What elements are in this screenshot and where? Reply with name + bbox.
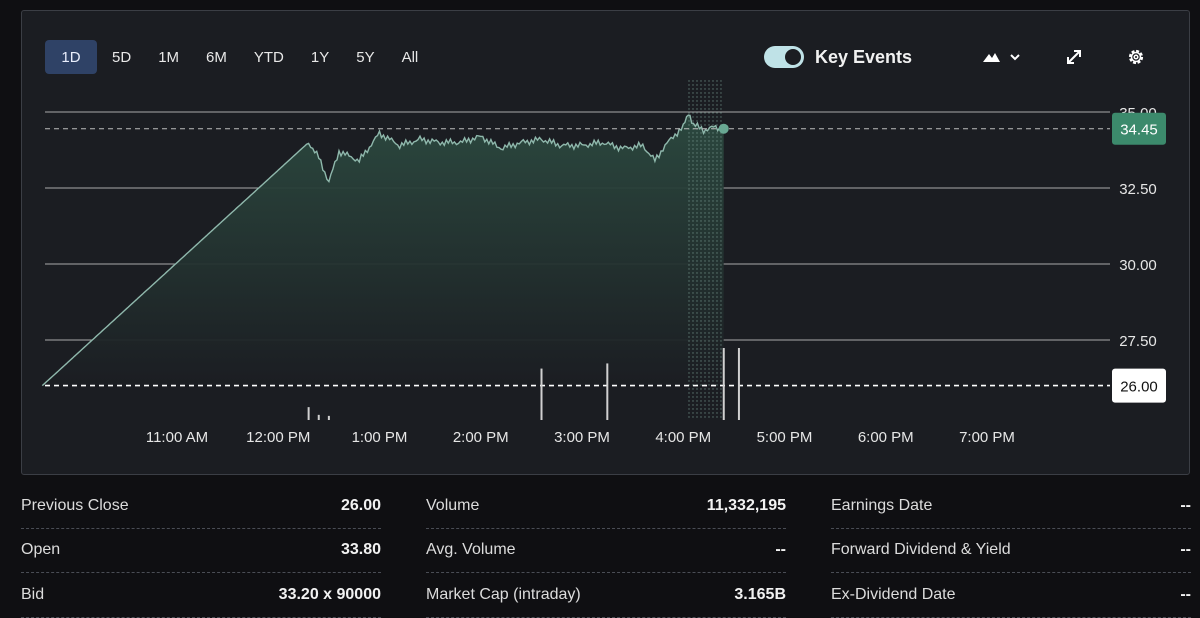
key-events-toggle[interactable]	[764, 46, 804, 68]
stat-row: Avg. Volume --	[426, 529, 786, 573]
stat-row: Market Cap (intraday) 3.165B	[426, 573, 786, 618]
current-price-badge	[1112, 112, 1166, 145]
stat-row: Forward Dividend & Yield --	[831, 529, 1191, 573]
stat-row: Volume 11,332,195	[426, 484, 786, 529]
stat-label: Bid	[21, 585, 45, 603]
y-tick-label: 30.00	[1119, 257, 1157, 274]
x-tick-label: 1:00 PM	[352, 429, 408, 446]
range-button-all[interactable]: All	[401, 48, 419, 66]
stat-row: Open 33.80	[21, 529, 381, 573]
stat-label: Volume	[426, 496, 480, 514]
stat-label: Forward Dividend & Yield	[831, 541, 1011, 559]
volume-bar	[307, 407, 310, 420]
volume-bar	[540, 368, 543, 420]
y-tick-label: 27.50	[1119, 333, 1157, 350]
range-selector: 1D 5D 1M 6M YTD 1Y 5Y All	[45, 40, 433, 74]
stat-row: Ex-Dividend Date --	[831, 573, 1191, 618]
x-tick-label: 7:00 PM	[959, 429, 1015, 446]
stat-label: Previous Close	[21, 496, 129, 514]
mountain-chart-icon	[983, 53, 1020, 62]
stat-row: Earnings Date --	[831, 484, 1191, 529]
volume-bar	[606, 363, 609, 420]
key-events-label: Key Events	[815, 47, 913, 67]
price-line	[41, 114, 725, 387]
range-button-1d[interactable]: 1D	[45, 40, 97, 74]
volume-bar	[317, 414, 320, 420]
expand-icon	[1067, 50, 1081, 64]
stats-column-3: Earnings Date -- Forward Dividend & Yield -…	[831, 484, 1191, 618]
stat-value: --	[1180, 496, 1191, 514]
volume-bar	[327, 415, 330, 420]
range-button-5d[interactable]: 5D	[112, 48, 132, 66]
x-tick-label: 2:00 PM	[453, 429, 509, 446]
x-tick-label: 3:00 PM	[554, 429, 610, 446]
stat-value: 33.20 x 90000	[278, 585, 381, 603]
stat-label: Earnings Date	[831, 496, 933, 514]
range-button-1y[interactable]: 1Y	[310, 48, 330, 66]
previous-close-badge	[1112, 368, 1166, 403]
stat-value: 33.80	[340, 541, 381, 559]
price-area	[42, 115, 724, 386]
stat-value: 11,332,195	[706, 496, 786, 514]
after-hours-band	[686, 80, 722, 420]
stat-row: Bid 33.20 x 90000	[21, 573, 381, 618]
range-button-1m[interactable]: 1M	[158, 48, 180, 66]
settings-button[interactable]	[1122, 41, 1150, 73]
stats-column-2: Volume 11,332,195 Avg. Volume -- Market Cap …	[426, 484, 786, 618]
stat-value: --	[775, 541, 786, 559]
previous-close-label: 26.00	[1120, 379, 1158, 396]
chevron-down-icon	[1010, 54, 1020, 61]
range-button-6m[interactable]: 6M	[206, 48, 227, 66]
volume-bar	[737, 348, 740, 420]
stat-label: Avg. Volume	[426, 541, 516, 559]
current-price-label: 34.45	[1120, 122, 1158, 139]
stat-label: Open	[21, 541, 61, 559]
x-tick-label: 11:00 AM	[146, 429, 208, 446]
range-button-5y[interactable]: 5Y	[356, 48, 375, 66]
x-tick-label: 12:00 PM	[246, 429, 310, 446]
x-tick-label: 6:00 PM	[858, 429, 914, 446]
stat-label: Market Cap (intraday)	[426, 585, 581, 603]
x-tick-label: 4:00 PM	[655, 429, 711, 446]
gear-icon	[1128, 49, 1144, 65]
quote-stats: Previous Close 26.00 Open 33.80 Bid 33.20 x 9…	[0, 484, 1200, 618]
stat-row: Previous Close 26.00	[21, 484, 381, 529]
range-button-ytd[interactable]: YTD	[253, 48, 284, 66]
stat-label: Ex-Dividend Date	[831, 585, 956, 603]
y-tick-label: 32.50	[1119, 181, 1157, 198]
stat-value: 26.00	[340, 496, 381, 514]
stats-column-1: Previous Close 26.00 Open 33.80 Bid 33.20 x 9…	[21, 484, 381, 618]
expand-button[interactable]	[1060, 41, 1088, 73]
toggle-knob	[785, 49, 801, 65]
chart-type-button[interactable]	[977, 41, 1027, 73]
stat-value: 3.165B	[734, 585, 786, 603]
stat-value: --	[1180, 585, 1191, 603]
volume-bar	[722, 348, 725, 420]
current-price-dot	[718, 123, 729, 134]
x-tick-label: 5:00 PM	[757, 429, 813, 446]
stat-value: --	[1180, 541, 1191, 559]
